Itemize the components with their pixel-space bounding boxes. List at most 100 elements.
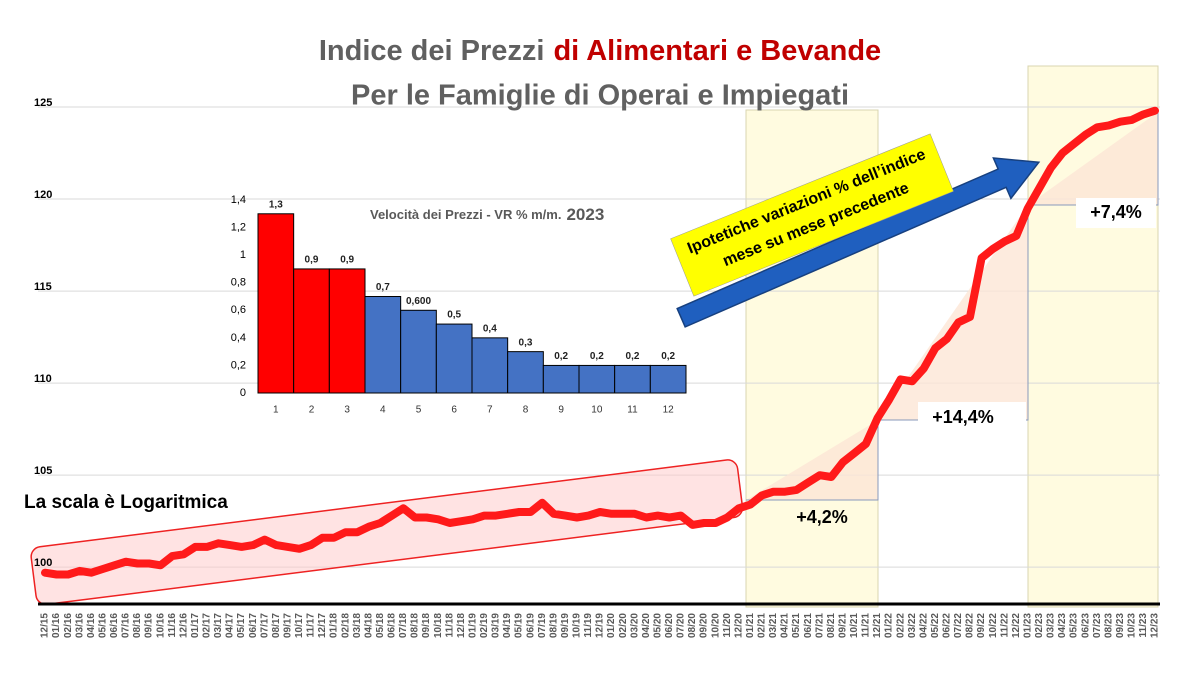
x-tick-label: 02/17	[202, 613, 213, 638]
inset-title: Velocità dei Prezzi - VR % m/m. 2023	[370, 205, 604, 224]
x-tick-label: 04/17	[225, 613, 236, 638]
x-tick-label: 11/21	[861, 613, 872, 638]
bar	[400, 309, 437, 394]
x-tick-label: 11/16	[167, 613, 178, 638]
x-tick-label: 08/17	[271, 613, 282, 638]
data-line	[41, 106, 1159, 579]
x-tick-label: 02/20	[618, 613, 629, 638]
bar	[578, 364, 616, 394]
bar	[364, 296, 402, 394]
x-tick-label: 07/16	[121, 613, 132, 638]
x-tick-label: 04/18	[363, 613, 374, 638]
value-label: 0,4	[483, 323, 497, 334]
value-label: 1,3	[269, 199, 283, 210]
x-tick-label: 07/17	[259, 613, 270, 638]
x-tick-label: 08/23	[1103, 613, 1114, 638]
x-tick-label: 10/22	[988, 613, 999, 638]
x-tick-label: 11/20	[722, 613, 733, 638]
inset-title-text: Velocità dei Prezzi - VR % m/m.	[370, 207, 561, 222]
x-tick-label: 10/18	[433, 613, 444, 638]
inset-y-tick-label: 0	[240, 387, 246, 399]
x-tick-label: 09/19	[560, 613, 571, 638]
x-tick-label: 11/23	[1138, 613, 1149, 638]
x-tick-label: 06/17	[248, 613, 259, 638]
x-tick-label: 09/18	[421, 613, 432, 638]
inset-y-tick-label: 1,4	[231, 194, 246, 206]
inset-x-tick-label: 5	[416, 405, 422, 416]
inset-x-tick-label: 9	[558, 405, 564, 416]
x-tick-label: 09/16	[144, 613, 155, 638]
x-tick-label: 09/23	[1115, 613, 1126, 638]
x-tick-label: 06/20	[664, 613, 675, 638]
x-tick-label: 05/23	[1069, 613, 1080, 638]
guide-line	[746, 112, 1159, 501]
x-tick-label: 10/23	[1127, 613, 1138, 638]
x-tick-label: 05/18	[375, 613, 386, 638]
x-tick-label: 03/16	[74, 613, 85, 638]
inset-y-tick-label: 0,6	[231, 304, 246, 316]
value-label: 0,2	[554, 351, 568, 362]
x-tick-label: 08/16	[132, 613, 143, 638]
inset-y-tick-label: 0,8	[231, 277, 246, 289]
bar	[507, 351, 544, 394]
x-tick-label: 10/16	[155, 613, 166, 638]
bar	[542, 364, 580, 394]
inset-x-tick-label: 8	[523, 405, 529, 416]
x-tick-label: 01/23	[1022, 613, 1033, 638]
x-tick-label: 01/22	[884, 613, 895, 638]
x-tick-label: 07/23	[1092, 613, 1103, 638]
x-tick-label: 08/22	[965, 613, 976, 638]
x-tick-label: 05/20	[652, 613, 663, 638]
x-tick-label: 02/21	[757, 613, 768, 638]
x-tick-label: 04/23	[1057, 613, 1068, 638]
x-tick-label: 12/16	[178, 613, 189, 638]
y-tick-label: 110	[34, 373, 52, 385]
title-part: Indice dei Prezzi	[319, 35, 545, 67]
x-tick-label: 08/21	[826, 613, 837, 638]
x-tick-label: 02/19	[479, 613, 490, 638]
bar	[649, 364, 687, 394]
value-label: 0,2	[590, 351, 604, 362]
bar	[435, 323, 473, 394]
x-tick-label: 07/21	[814, 613, 825, 638]
inset-x-tick-label: 6	[451, 405, 457, 416]
x-tick-label: 03/17	[213, 613, 224, 638]
x-tick-label: 12/19	[595, 613, 606, 638]
x-tick-label: 12/15	[40, 613, 51, 638]
x-tick-label: 03/22	[907, 613, 918, 638]
chart-subtitle: Per le Famiglie di Operai e Impiegati	[351, 80, 849, 112]
x-tick-label: 04/16	[86, 613, 97, 638]
trend-box	[30, 459, 744, 606]
value-label: 0,2	[661, 351, 675, 362]
x-tick-label: 06/21	[803, 613, 814, 638]
x-tick-label: 03/18	[352, 613, 363, 638]
value-label: 0,600	[406, 296, 431, 307]
inset-y-tick-label: 1	[240, 249, 246, 261]
x-tick-label: 09/20	[699, 613, 710, 638]
x-tick-label: 06/19	[525, 613, 536, 638]
value-label: 0,9	[340, 255, 354, 266]
x-tick-label: 01/17	[190, 613, 201, 638]
annotation: +14,4%	[932, 407, 994, 427]
x-tick-label: 01/18	[329, 613, 340, 638]
x-tick-label: 02/23	[1034, 613, 1045, 638]
y-tick-label: 120	[34, 189, 52, 201]
x-tick-label: 07/22	[953, 613, 964, 638]
bar	[328, 268, 366, 394]
inset-y-tick-label: 0,2	[231, 359, 246, 371]
title-highlight: di Alimentari e Bevande	[553, 35, 881, 67]
x-tick-label: 07/19	[537, 613, 548, 638]
value-label: 0,7	[376, 282, 390, 293]
x-tick-label: 11/22	[999, 613, 1010, 638]
chart-title: Indice dei Prezzi di Alimentari e Bevande	[319, 35, 881, 67]
x-tick-label: 10/20	[710, 613, 721, 638]
x-tick-label: 07/20	[676, 613, 687, 638]
x-tick-label: 10/19	[572, 613, 583, 638]
x-tick-label: 02/16	[63, 613, 74, 638]
x-tick-label: 08/18	[410, 613, 421, 638]
arrow	[676, 157, 1041, 328]
value-label: 0,3	[519, 337, 533, 348]
annotation-box	[918, 402, 1026, 434]
callout-box	[670, 133, 954, 297]
